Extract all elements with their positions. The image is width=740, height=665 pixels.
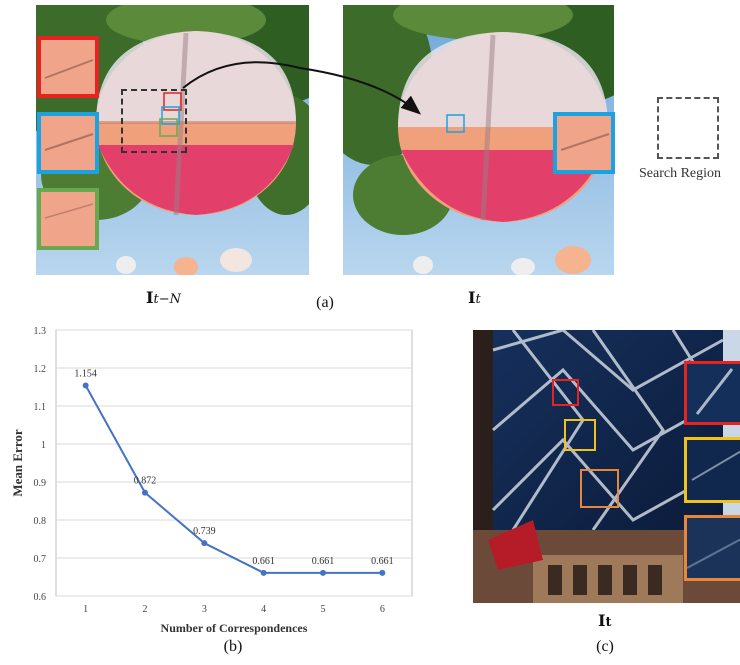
y-tick-label: 0.9: [34, 478, 47, 489]
label-i-t: It: [468, 288, 481, 307]
data-label: 0.739: [193, 526, 216, 537]
label-main: I: [146, 288, 154, 307]
y-tick-label: 1.3: [34, 326, 47, 337]
label-c-i-t: It: [598, 611, 612, 630]
y-tick-label: 1: [41, 440, 46, 451]
search-region-legend-label: Search Region: [639, 166, 722, 181]
y-tick-label: 0.6: [34, 592, 47, 603]
data-point: [142, 489, 148, 496]
y-axis-title: Mean Error: [10, 429, 25, 496]
data-label: 0.872: [134, 476, 157, 487]
x-tick-label: 4: [261, 604, 266, 615]
search-region-legend-box: [657, 97, 719, 159]
data-point: [379, 569, 386, 576]
caption-b: (b): [223, 638, 243, 655]
series-line: [84, 384, 383, 574]
zoom-patch-c-orange: [684, 515, 740, 581]
label-sub: t: [605, 615, 612, 630]
zoom-patch-blue-right: [553, 112, 615, 174]
label-main: I: [598, 611, 606, 630]
data-label: 0.661: [312, 556, 335, 567]
data-point: [320, 569, 326, 576]
zoom-patch-red: [37, 36, 99, 98]
x-tick-label: 3: [202, 604, 207, 615]
data-label: 1.154: [74, 368, 97, 379]
label-sub: t: [475, 292, 481, 307]
data-point: [260, 569, 267, 576]
zoom-patch-blue: [37, 112, 99, 174]
x-axis-title: Number of Correspondences: [161, 621, 308, 635]
caption-a: (a): [316, 294, 334, 311]
y-tick-label: 1.2: [34, 364, 47, 375]
x-tick-label: 1: [83, 604, 88, 615]
mean-error-chart: 0.6 0.7 0.8 0.9 1 1.1 1.2 1.3 1 2 3 4 5 6 1.154 0.872 0.…: [10, 326, 413, 635]
search-region-box: [121, 89, 187, 153]
label-main: I: [468, 288, 476, 307]
data-label: 0.661: [252, 556, 275, 567]
zoom-patch-green: [37, 188, 99, 250]
y-tick-label: 1.1: [34, 402, 47, 413]
label-i-t-minus-n: It−N: [146, 288, 181, 307]
label-sub: t−N: [153, 292, 181, 307]
correspondence-arrow: [182, 61, 422, 115]
x-tick-label: 5: [321, 604, 326, 615]
y-tick-label: 0.7: [34, 554, 47, 565]
lantern-photo-left: [36, 5, 309, 275]
x-tick-label: 6: [380, 604, 385, 615]
y-tick-label: 0.8: [34, 516, 47, 527]
zoom-patch-c-yellow: [684, 437, 740, 503]
plot-frame: [55, 329, 413, 597]
x-tick-label: 2: [143, 604, 148, 615]
data-point: [82, 382, 89, 389]
data-label: 0.661: [371, 556, 394, 567]
zoom-patch-c-red: [684, 361, 740, 425]
caption-c: (c): [596, 638, 614, 655]
data-point: [201, 540, 208, 547]
